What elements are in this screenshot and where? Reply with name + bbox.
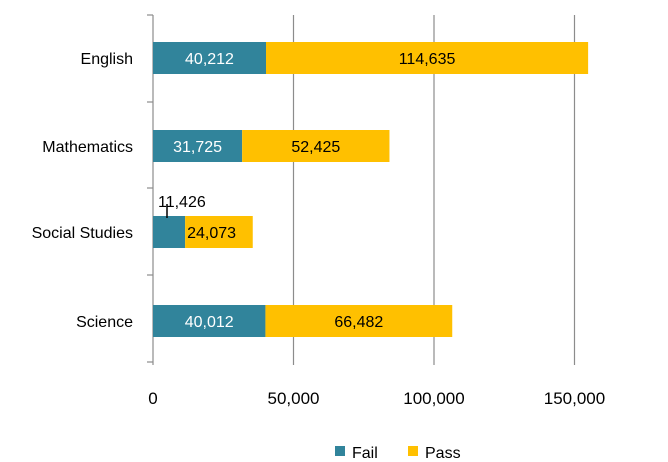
legend: Fail Pass bbox=[335, 445, 461, 462]
bar-pass-1 bbox=[242, 130, 390, 162]
bar-pass-0 bbox=[265, 42, 589, 74]
data-label-fail: 40,212 bbox=[185, 51, 234, 68]
legend-label-pass: Pass bbox=[425, 445, 461, 462]
data-label-pass: 52,425 bbox=[291, 139, 340, 156]
category-label: Science bbox=[76, 314, 133, 331]
data-label-pass: 114,635 bbox=[399, 51, 456, 68]
bar-fail-0 bbox=[153, 42, 266, 74]
bar-fail-3 bbox=[153, 305, 266, 337]
bar-fail-1 bbox=[153, 130, 243, 162]
data-label-fail: 31,725 bbox=[173, 139, 222, 156]
legend-label-fail: Fail bbox=[352, 445, 378, 462]
data-label-pass: 24,073 bbox=[187, 225, 236, 242]
x-tick-label: 50,000 bbox=[268, 389, 320, 408]
bar-fail-2 bbox=[153, 216, 186, 248]
category-label: Mathematics bbox=[42, 139, 133, 156]
x-tick-label: 150,000 bbox=[544, 389, 605, 408]
category-label: English bbox=[81, 51, 133, 68]
x-tick-label: 0 bbox=[148, 389, 157, 408]
x-tick-label: 100,000 bbox=[403, 389, 464, 408]
data-label-fail: 11,426 bbox=[158, 194, 206, 211]
axes bbox=[147, 14, 154, 365]
bars bbox=[153, 42, 589, 337]
bar-pass-2 bbox=[185, 216, 253, 248]
bar-pass-3 bbox=[265, 305, 453, 337]
data-label-pass: 66,482 bbox=[334, 314, 383, 331]
category-label: Social Studies bbox=[32, 225, 133, 242]
legend-swatch-pass bbox=[408, 446, 418, 456]
labels: 0 50,000 100,000 150,000 English Mathematics S… bbox=[32, 51, 606, 408]
legend-swatch-fail bbox=[335, 446, 345, 456]
data-label-fail: 40,012 bbox=[185, 314, 234, 331]
